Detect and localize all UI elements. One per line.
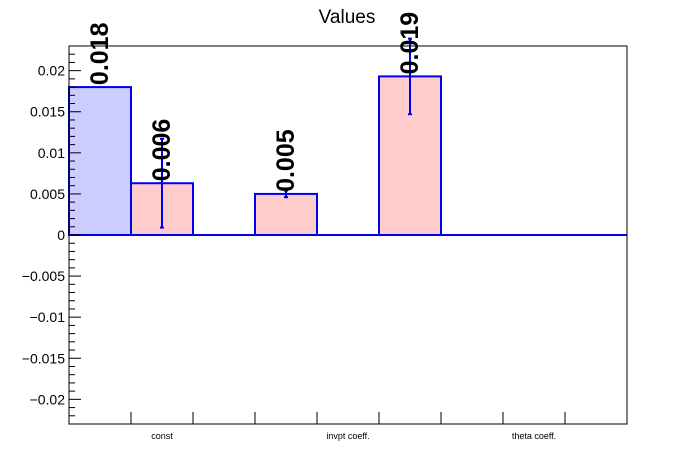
bars-layer [68,75,442,237]
data-label-1: 0.006 [148,119,176,182]
chart-title: Values [319,7,376,28]
x-category-label: theta coeff. [512,431,556,441]
error-bar-3 [408,37,412,116]
x-category-label: invpt coeff. [326,431,369,441]
y-tick-label: −0.01 [30,309,66,325]
bar-0 [68,86,132,236]
y-tick-label: −0.005 [22,268,65,284]
error-bars-layer [160,37,412,229]
y-tick-label: 0.015 [30,104,65,120]
y-tick-label: −0.015 [22,350,65,366]
y-tick-label: −0.02 [30,391,66,407]
y-tick-label: 0.02 [38,63,65,79]
data-labels-layer: 0.018 0.006 0.005 0.019 [86,12,424,192]
x-category-label: const [151,431,173,441]
error-bar-2 [284,189,288,199]
y-tick-label: 0.01 [38,145,65,161]
y-axis: 0.02 0.015 0.01 0.005 0 −0.005 −0.01 −0.015 −0.0… [22,45,81,425]
data-label-3: 0.019 [396,12,424,75]
y-tick-label: 0.005 [30,186,65,202]
x-axis: const invpt coeff. theta coeff. [130,412,566,441]
error-bar-1 [160,137,164,229]
y-tick-label: 0 [57,227,65,243]
data-label-2: 0.005 [272,129,300,192]
bar-2 [254,192,318,236]
data-label-0: 0.018 [86,22,114,85]
